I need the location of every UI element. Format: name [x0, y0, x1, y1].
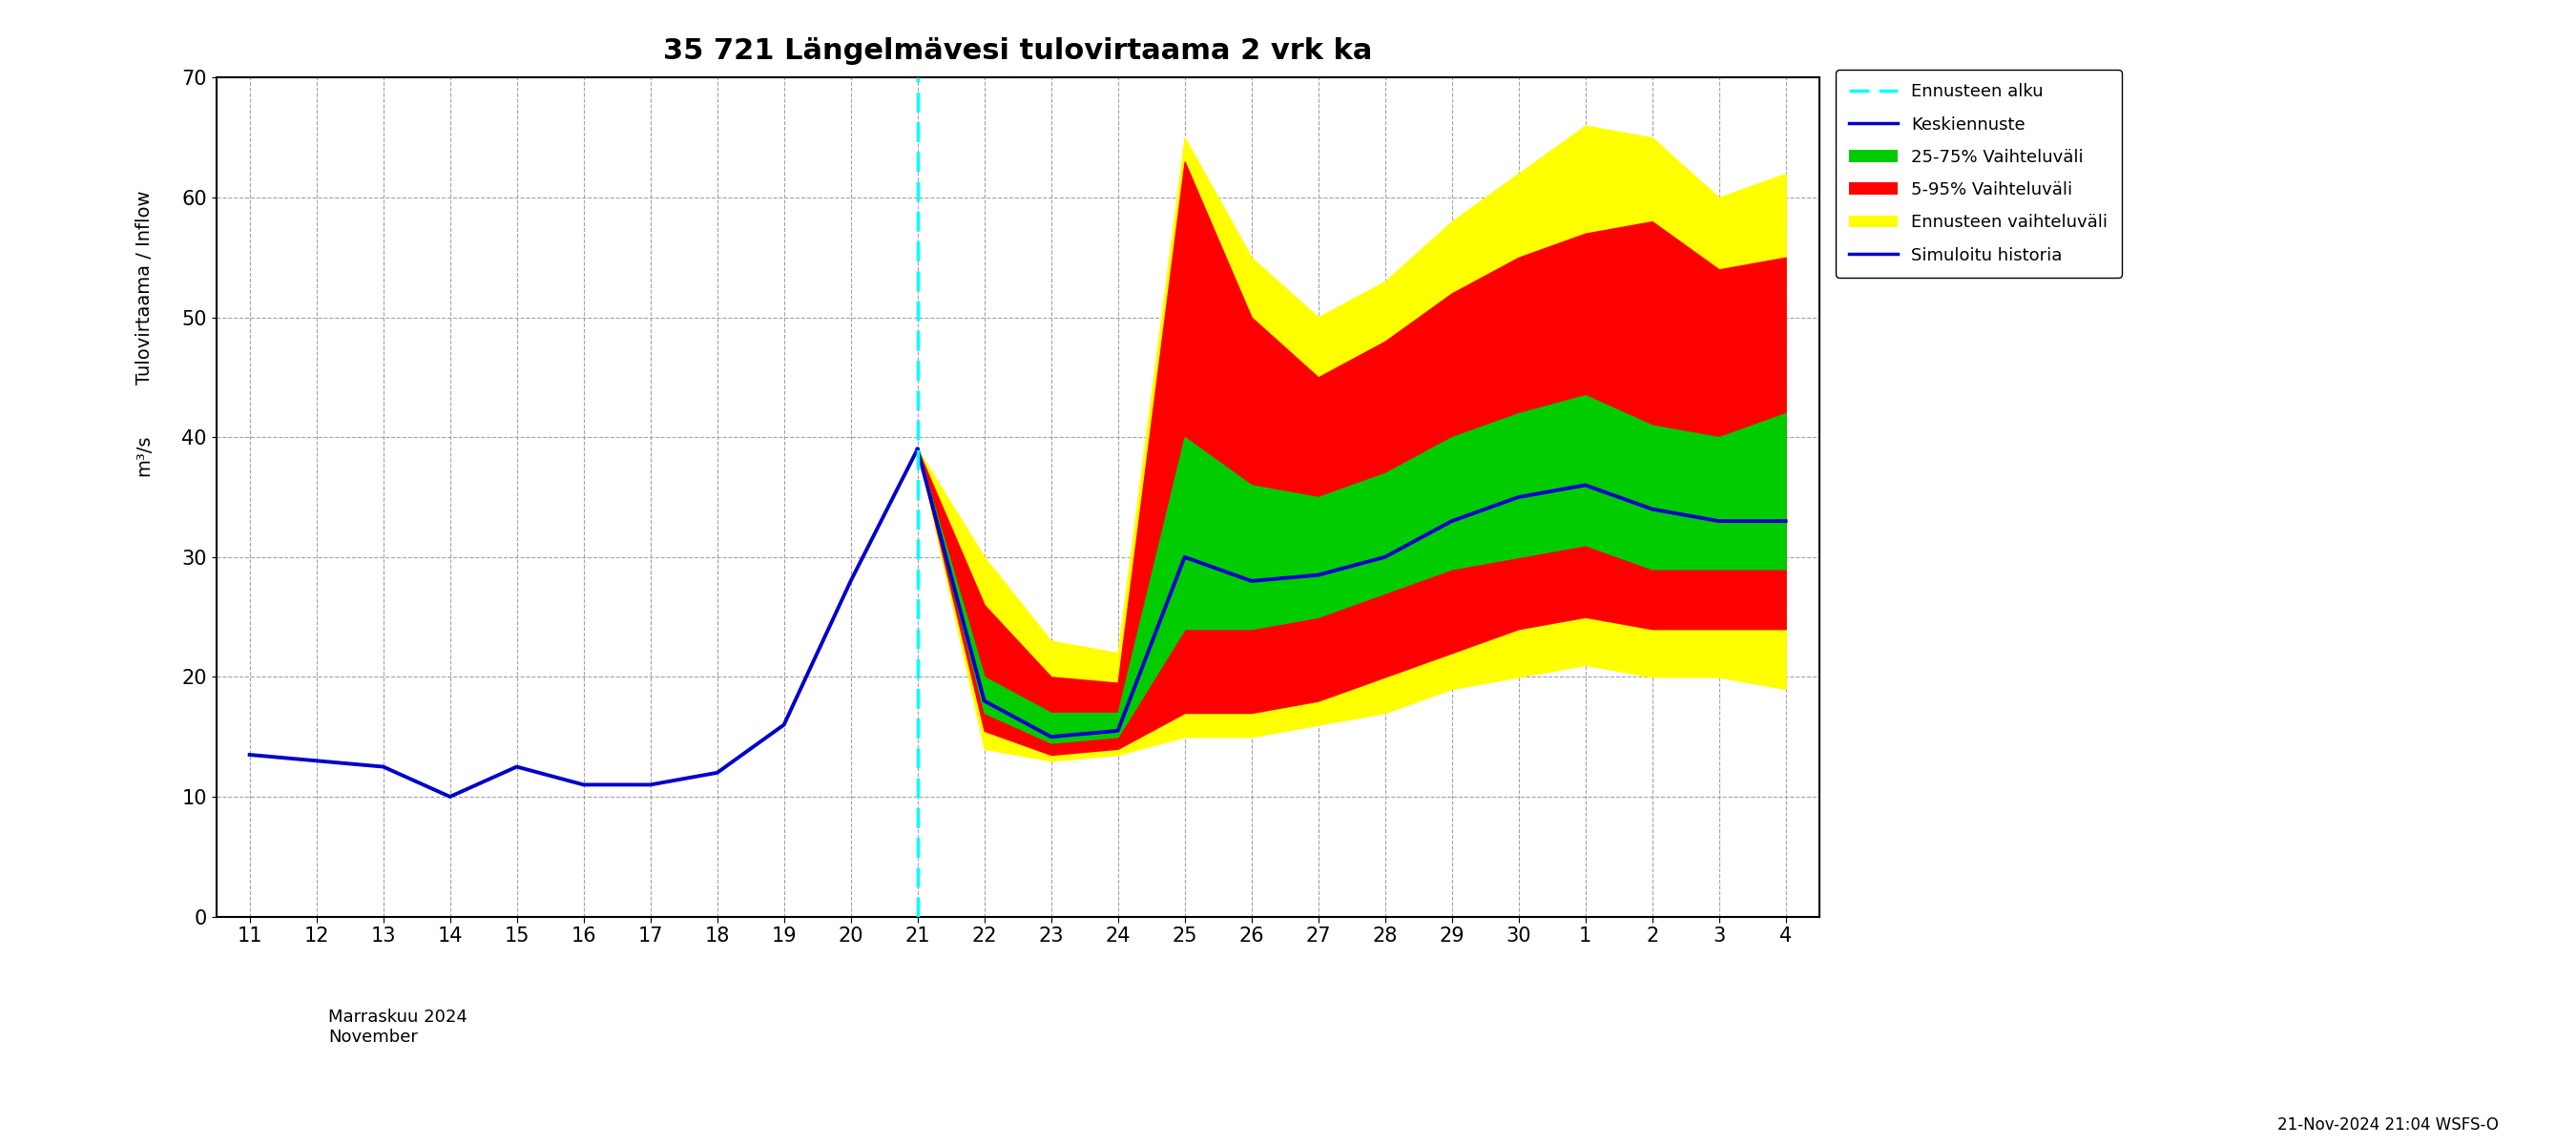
Text: m³/s: m³/s	[134, 434, 152, 476]
Text: Marraskuu 2024
November: Marraskuu 2024 November	[330, 1009, 469, 1045]
Text: Tulovirtaama / Inflow: Tulovirtaama / Inflow	[134, 190, 152, 385]
Text: 21-Nov-2024 21:04 WSFS-O: 21-Nov-2024 21:04 WSFS-O	[2277, 1116, 2499, 1134]
Title: 35 721 Längelmävesi tulovirtaama 2 vrk ka: 35 721 Längelmävesi tulovirtaama 2 vrk k…	[662, 37, 1373, 65]
Legend: Ennusteen alku, Keskiennuste, 25-75% Vaihteluväli, 5-95% Vaihteluväli, Ennusteen: Ennusteen alku, Keskiennuste, 25-75% Vai…	[1837, 70, 2123, 278]
